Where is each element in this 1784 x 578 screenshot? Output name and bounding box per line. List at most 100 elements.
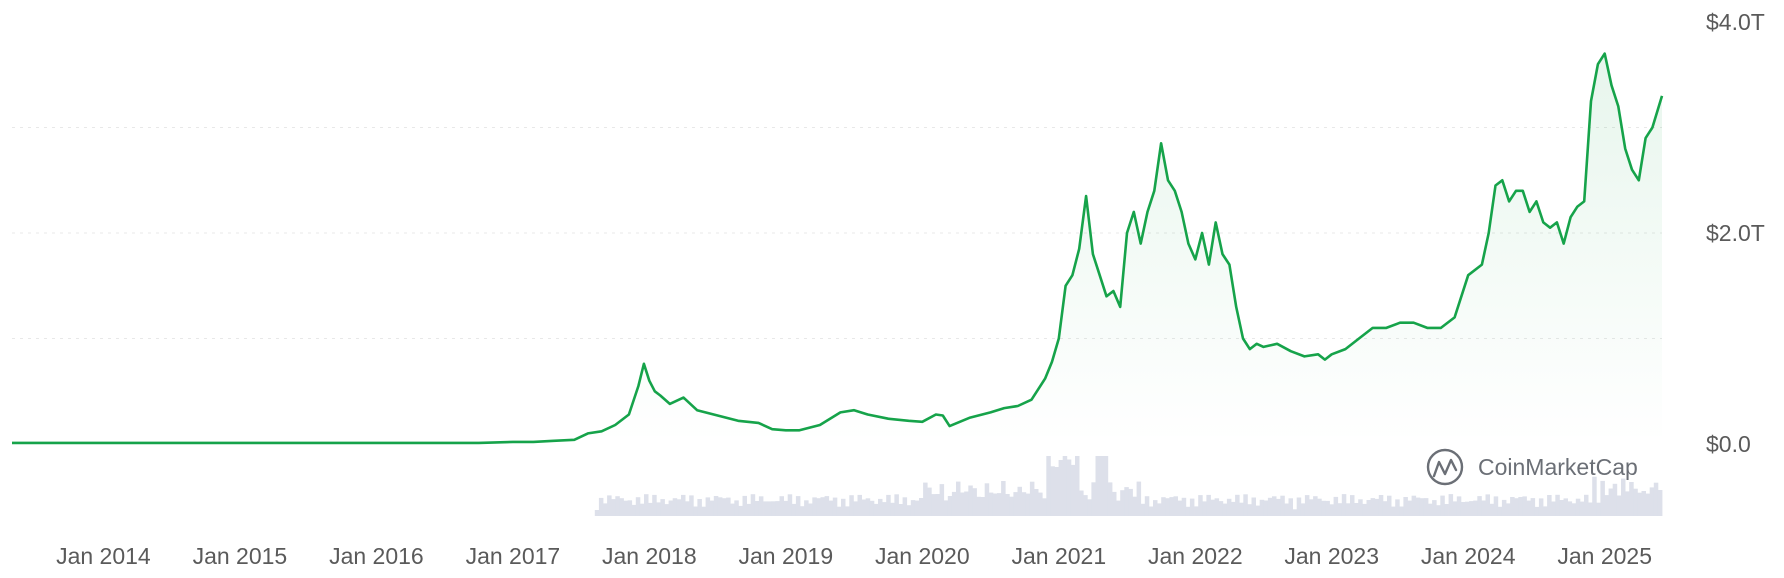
volume-bar [1029, 481, 1035, 516]
volume-bar [1231, 501, 1236, 516]
volume-bar [1411, 495, 1417, 516]
volume-bar [746, 503, 752, 516]
volume-bar [1050, 466, 1055, 516]
volume-bar [1112, 491, 1117, 516]
volume-bar [1506, 503, 1511, 516]
volume-bar [681, 494, 686, 516]
volume-bar [1415, 497, 1421, 516]
y-axis: $0.0 $2.0T $4.0T [1706, 9, 1765, 457]
volume-bar [1362, 503, 1367, 516]
volume-bar [1653, 482, 1659, 516]
volume-bar [1551, 501, 1556, 516]
volume-bar [758, 496, 764, 516]
volume-bar [1325, 500, 1330, 516]
volume-bar [783, 500, 789, 516]
volume-bar [808, 503, 813, 516]
x-tick-label: Jan 2025 [1557, 543, 1652, 569]
volume-bar [960, 492, 965, 516]
volume-bar [861, 499, 867, 516]
volume-bar [845, 506, 850, 516]
volume-bar [1350, 495, 1355, 516]
volume-bar [1214, 498, 1220, 516]
volume-bar [992, 493, 998, 516]
volume-bar [1288, 498, 1293, 516]
volume-bar [713, 496, 719, 516]
volume-bar [1107, 482, 1113, 516]
volume-bar [1608, 488, 1614, 516]
volume-bar [775, 501, 780, 516]
y-tick-label: $4.0T [1706, 9, 1765, 35]
volume-bar [1547, 495, 1552, 516]
volume-bar [1259, 499, 1265, 516]
volume-bar [693, 506, 698, 516]
volume-bar [1448, 494, 1454, 516]
volume-bar [1571, 503, 1577, 516]
volume-bar [1538, 498, 1544, 516]
volume-bar [1489, 503, 1495, 516]
volume-bar [668, 500, 674, 516]
volume-bar [742, 495, 747, 516]
volume-bar [1021, 492, 1027, 516]
volume-bar [832, 497, 838, 516]
volume-bar [1366, 500, 1371, 516]
volume-bar [914, 500, 920, 516]
volume-bar [722, 498, 727, 516]
volume-bar [656, 502, 661, 516]
volume-bar [1497, 506, 1503, 516]
volume-bar [603, 503, 608, 516]
volume-bar [644, 494, 649, 516]
coinmarketcap-logo-icon [1426, 448, 1464, 486]
volume-bar [1465, 501, 1470, 516]
volume-bar [1543, 506, 1548, 516]
volume-bar [717, 497, 723, 516]
volume-bar [1062, 456, 1068, 516]
volume-bar [1079, 490, 1084, 516]
volume-bar [1423, 498, 1429, 516]
volume-bar [627, 500, 633, 516]
volume-bar [763, 501, 768, 516]
volume-bar [927, 487, 932, 516]
volume-bar [1189, 498, 1195, 516]
volume-bar [1407, 500, 1412, 516]
x-tick-label: Jan 2014 [56, 543, 151, 569]
volume-bar [767, 501, 772, 516]
volume-bar [1267, 497, 1273, 516]
volume-bar [1251, 497, 1256, 516]
volume-bar [800, 506, 805, 516]
volume-bar [1226, 498, 1232, 516]
volume-bar [804, 500, 809, 516]
volume-bar [1604, 495, 1609, 516]
volume-bar [1567, 501, 1573, 516]
volume-bar [984, 483, 990, 516]
volume-bar [1440, 495, 1445, 516]
volume-bar [1296, 497, 1302, 516]
volume-bar [1066, 459, 1072, 516]
volume-bar [791, 503, 797, 516]
volume-bar [1460, 502, 1466, 516]
volume-bar [873, 503, 879, 516]
volume-bar [1284, 503, 1289, 516]
volume-bar [1046, 456, 1051, 516]
volume-bar [1317, 498, 1322, 516]
volume-bar [1637, 492, 1642, 516]
volume-bar [1070, 464, 1076, 516]
volume-bar [1456, 496, 1462, 516]
volume-bar [902, 497, 908, 516]
volume-bar [1612, 483, 1618, 516]
series-group [12, 52, 1664, 445]
volume-bar [898, 504, 903, 516]
volume-bar [1083, 495, 1088, 516]
volume-bar [1534, 506, 1540, 516]
volume-bar [635, 497, 641, 516]
volume-bar [1017, 486, 1022, 516]
volume-bar [611, 499, 616, 516]
volume-bar [1625, 491, 1630, 516]
volume-bar [1403, 497, 1408, 516]
volume-bar [1243, 494, 1248, 516]
volume-bar [910, 500, 916, 516]
volume-bar [1202, 501, 1207, 516]
volume-bar [1588, 502, 1593, 516]
x-tick-label: Jan 2018 [602, 543, 697, 569]
volume-bar [738, 505, 743, 516]
volume-bar [865, 498, 871, 516]
